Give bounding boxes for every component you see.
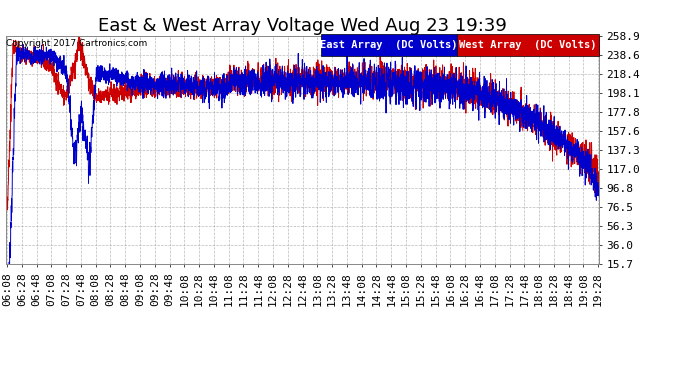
Text: East Array  (DC Volts): East Array (DC Volts) [320,40,458,50]
Title: East & West Array Voltage Wed Aug 23 19:39: East & West Array Voltage Wed Aug 23 19:… [98,18,506,36]
Text: West Array  (DC Volts): West Array (DC Volts) [460,40,597,50]
Text: Copyright 2017 Cartronics.com: Copyright 2017 Cartronics.com [6,39,147,48]
